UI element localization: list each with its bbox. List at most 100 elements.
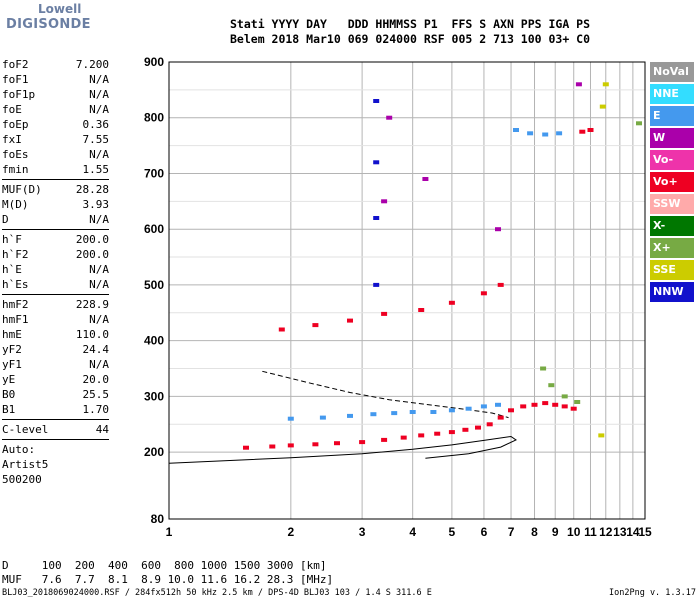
param-group-profile: hmF2 228.9 hmF1 N/A hmE 110.0 yF2 24.4 yF1 N/A yE 2…: [2, 297, 109, 417]
header-labels: Stati YYYY DAY DDD HHMMSS P1 FFS S AXN P…: [230, 17, 591, 31]
param-row: h`E N/A: [2, 262, 109, 277]
param-label: D: [2, 213, 9, 226]
echo-mark: [243, 445, 249, 450]
y-tick-label: 500: [144, 278, 164, 292]
x-tick-label: 7: [508, 525, 515, 539]
param-row: fmin 1.55: [2, 162, 109, 177]
param-label: yE: [2, 373, 16, 386]
echo-mark: [312, 323, 319, 328]
param-group-muf: MUF(D) 28.28 M(D) 3.93 D N/A: [2, 182, 109, 227]
param-value: N/A: [89, 148, 109, 161]
echo-mark: [462, 427, 469, 432]
param-value: 44: [95, 423, 109, 436]
param-label: C-level: [2, 423, 49, 436]
param-row: foF1 N/A: [2, 72, 109, 87]
param-label: h`E: [2, 263, 22, 276]
y-tick-label: 400: [144, 334, 164, 348]
param-label: h`F: [2, 233, 22, 246]
echo-mark: [527, 131, 534, 136]
param-label: hmF1: [2, 313, 29, 326]
echo-mark: [570, 406, 577, 411]
echo-mark: [486, 422, 493, 427]
echo-mark: [386, 115, 393, 120]
param-label: B0: [2, 388, 16, 401]
param-value: 200.0: [75, 248, 109, 261]
param-row: B1 1.70: [2, 402, 109, 417]
param-label: hmF2: [2, 298, 29, 311]
echo-mark: [480, 291, 487, 296]
param-value: 7.200: [75, 58, 109, 71]
param-label: foE: [2, 103, 22, 116]
param-row: fxI 7.55: [2, 132, 109, 147]
file-info-bar: BLJ03_2018069024000.RSF / 284fx512h 50 k…: [0, 588, 700, 600]
echo-mark: [287, 416, 294, 421]
echo-mark: [312, 442, 319, 447]
echo-mark: [602, 82, 609, 87]
param-value: 24.4: [82, 343, 110, 356]
legend-entry: X+: [650, 238, 694, 258]
x-tick-label: 2: [287, 525, 294, 539]
legend-entry: Vo-: [650, 150, 694, 170]
param-label: foF2: [2, 58, 29, 71]
param-row: hmF1 N/A: [2, 312, 109, 327]
param-value: 110.0: [75, 328, 109, 341]
muf-row: MUF 7.6 7.7 8.1 8.9 10.0 11.6 16.2 28.3 …: [2, 573, 334, 586]
x-tick-label: 9: [552, 525, 559, 539]
param-value: N/A: [89, 213, 109, 226]
param-label: foEp: [2, 118, 29, 131]
param-value: 1.70: [82, 403, 110, 416]
legend-entry: W: [650, 128, 694, 148]
param-row: h`F 200.0: [2, 232, 109, 247]
param-label: yF2: [2, 343, 22, 356]
echo-mark: [391, 411, 398, 416]
echo-mark: [347, 318, 353, 323]
echo-mark: [531, 402, 538, 407]
param-label: yF1: [2, 358, 22, 371]
param-row: B0 25.5: [2, 387, 109, 402]
lowell-digisonde-logo: Lowell DIGISONDE: [0, 0, 91, 46]
echo-mark: [373, 216, 380, 220]
param-label: hmE: [2, 328, 22, 341]
x-tick-label: 3: [359, 525, 366, 539]
x-tick-label: 13: [613, 525, 627, 539]
echo-mark: [561, 404, 568, 409]
param-row: h`Es N/A: [2, 277, 109, 292]
echo-mark: [359, 440, 366, 445]
echo-mark: [587, 128, 594, 132]
echo-mark: [373, 160, 380, 165]
y-tick-label: 700: [144, 166, 164, 180]
echo-mark: [520, 404, 527, 409]
echo-mark: [508, 408, 514, 413]
separator: [2, 439, 109, 440]
echo-mark: [409, 410, 416, 414]
param-row: h`F2 200.0: [2, 247, 109, 262]
autoscaling-line: 500200: [2, 473, 42, 486]
param-label: B1: [2, 403, 16, 416]
plot-frame: [168, 61, 646, 520]
param-row: foEs N/A: [2, 147, 109, 162]
param-row: foEp 0.36: [2, 117, 109, 132]
echo-mark: [495, 402, 501, 407]
autoscaling-line: Artist5: [2, 458, 49, 471]
x-tick-label: 12: [599, 525, 613, 539]
param-row: foE N/A: [2, 102, 109, 117]
echo-mark: [381, 437, 388, 442]
param-value: N/A: [89, 278, 109, 291]
param-value: N/A: [89, 103, 109, 116]
legend-entry: X-: [650, 216, 694, 236]
x-tick-label: 15: [638, 525, 652, 539]
profile-curve: [262, 370, 509, 419]
polarization-legend: NoVal NNE E W Vo- Vo+ SSW X- X+ SSE NNW: [650, 62, 694, 304]
param-value: 20.0: [82, 373, 110, 386]
echo-mark: [495, 227, 501, 232]
header-values: Belem 2018 Mar10 069 024000 RSF 005 2 71…: [230, 32, 591, 46]
param-value: 228.9: [75, 298, 109, 311]
separator: [2, 294, 109, 295]
param-value: 0.36: [82, 118, 110, 131]
legend-entry: SSE: [650, 260, 694, 280]
param-value: 25.5: [82, 388, 110, 401]
echo-mark: [542, 401, 549, 406]
echo-mark: [513, 128, 519, 132]
station-header: Stati YYYY DAY DDD HHMMSS P1 FFS S AXN P…: [230, 17, 590, 47]
